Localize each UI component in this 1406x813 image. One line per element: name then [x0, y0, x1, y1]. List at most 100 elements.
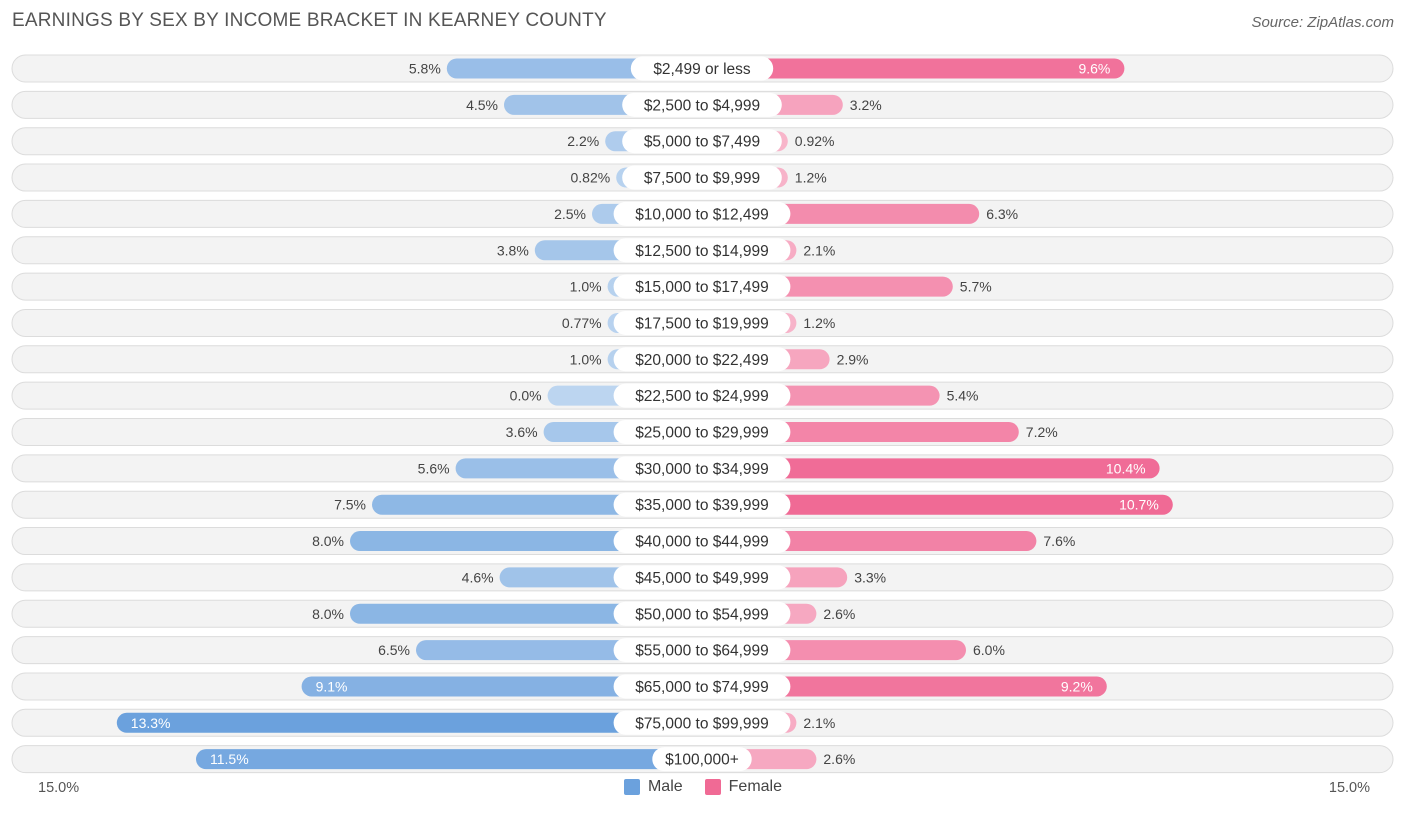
category-label: $100,000+	[665, 752, 739, 769]
value-label-male: 4.6%	[462, 569, 494, 585]
category-pill	[613, 420, 791, 444]
value-label-male: 3.8%	[497, 242, 529, 258]
value-label-male: 5.6%	[418, 460, 450, 476]
category-pill	[622, 92, 782, 117]
value-label-female: 9.2%	[1061, 678, 1093, 694]
category-label: $35,000 to $39,999	[635, 497, 769, 514]
category-pill	[613, 638, 791, 663]
category-pill	[613, 347, 791, 372]
value-label-female: 2.9%	[837, 351, 869, 367]
category-label: $7,500 to $9,999	[644, 170, 760, 187]
category-pill	[630, 56, 774, 81]
category-pill	[613, 565, 791, 590]
value-label-female: 3.2%	[850, 97, 882, 113]
chart-title: EARNINGS BY SEX BY INCOME BRACKET IN KEA…	[12, 10, 607, 31]
value-label-male: 5.8%	[409, 61, 441, 77]
value-label-female: 2.6%	[823, 606, 855, 622]
category-label: $2,500 to $4,999	[644, 97, 760, 114]
value-label-female: 3.3%	[854, 569, 886, 585]
value-label-male: 3.6%	[506, 424, 538, 440]
category-label: $25,000 to $29,999	[635, 425, 769, 442]
value-label-female: 9.6%	[1078, 61, 1110, 77]
category-pill	[622, 129, 782, 154]
category-label: $20,000 to $22,499	[635, 352, 769, 369]
category-pill	[613, 456, 791, 481]
value-label-female: 2.1%	[803, 715, 835, 731]
category-pill	[613, 383, 791, 408]
value-label-female: 5.7%	[960, 279, 992, 295]
category-label: $22,500 to $24,999	[635, 388, 769, 405]
category-label: $40,000 to $44,999	[635, 534, 769, 551]
value-label-female: 2.1%	[803, 242, 835, 258]
value-label-female: 0.92%	[795, 133, 835, 149]
value-label-female: 6.3%	[986, 206, 1018, 222]
category-label: $30,000 to $34,999	[635, 461, 769, 478]
value-label-female: 7.6%	[1043, 533, 1075, 549]
legend-item-male[interactable]: Male	[623, 778, 683, 796]
category-pill	[613, 310, 791, 335]
bar-female	[702, 494, 1173, 515]
chart-canvas: $2,499 or less 5.8% 9.6% $2,500 to $4,999 4.…	[11, 54, 1394, 774]
legend-swatch-female	[704, 779, 721, 795]
value-label-male: 1.0%	[570, 351, 602, 367]
axis-left-label: 15.0%	[38, 780, 80, 796]
value-label-male: 8.0%	[312, 533, 344, 549]
legend: Male Female	[0, 778, 1406, 796]
bar-female	[702, 58, 1125, 79]
category-pill	[613, 492, 791, 517]
legend-swatch-male	[623, 779, 640, 795]
value-label-male: 7.5%	[334, 497, 366, 513]
legend-label-female: Female	[728, 778, 783, 795]
bar-male	[116, 712, 703, 733]
value-label-male: 0.0%	[510, 388, 542, 404]
value-label-female: 7.2%	[1026, 424, 1058, 440]
value-label-female: 6.0%	[973, 642, 1005, 658]
value-label-male: 2.2%	[567, 133, 599, 149]
category-label: $55,000 to $64,999	[635, 643, 769, 660]
value-label-female: 1.2%	[795, 170, 827, 186]
category-label: $5,000 to $7,499	[644, 134, 760, 151]
value-label-female: 2.6%	[823, 751, 855, 767]
category-label: $75,000 to $99,999	[635, 715, 769, 732]
category-pill	[613, 201, 791, 226]
bar-male	[301, 676, 702, 697]
value-label-male: 0.82%	[570, 170, 610, 186]
category-pill	[613, 710, 791, 735]
bar-male	[350, 531, 702, 552]
value-label-male: 4.5%	[466, 97, 498, 113]
value-label-male: 11.5%	[210, 751, 249, 767]
legend-label-male: Male	[647, 778, 683, 795]
bar-female	[702, 676, 1107, 697]
category-label: $12,500 to $14,999	[635, 243, 769, 260]
category-label: $65,000 to $74,999	[635, 679, 769, 696]
category-pill	[613, 274, 791, 299]
value-label-male: 1.0%	[570, 279, 602, 295]
category-label: $50,000 to $54,999	[635, 606, 769, 623]
legend-item-female[interactable]: Female	[704, 778, 783, 796]
category-pill	[613, 601, 791, 626]
category-label: $17,500 to $19,999	[635, 315, 769, 332]
category-pill	[613, 674, 791, 699]
axis-right-label: 15.0%	[1328, 780, 1370, 796]
value-label-female: 10.7%	[1119, 497, 1159, 513]
value-label-male: 9.1%	[316, 678, 348, 694]
bar-male	[196, 749, 702, 770]
value-label-male: 8.0%	[312, 606, 344, 622]
category-pill	[622, 165, 782, 190]
category-pill	[613, 238, 791, 263]
category-label: $45,000 to $49,999	[635, 570, 769, 587]
bar-male	[350, 603, 702, 624]
value-label-female: 5.4%	[947, 388, 979, 404]
category-pill	[613, 529, 791, 554]
value-label-female: 10.4%	[1106, 460, 1146, 476]
value-label-male: 13.3%	[131, 715, 171, 731]
category-label: $2,499 or less	[653, 61, 751, 78]
value-label-male: 0.77%	[562, 315, 602, 331]
value-label-female: 1.2%	[803, 315, 835, 331]
category-label: $15,000 to $17,499	[635, 279, 769, 296]
value-label-male: 2.5%	[554, 206, 586, 222]
source-label: Source: ZipAtlas.com	[1251, 14, 1394, 31]
value-label-male: 6.5%	[378, 642, 410, 658]
category-pill	[652, 747, 752, 772]
bar-female	[702, 458, 1160, 479]
